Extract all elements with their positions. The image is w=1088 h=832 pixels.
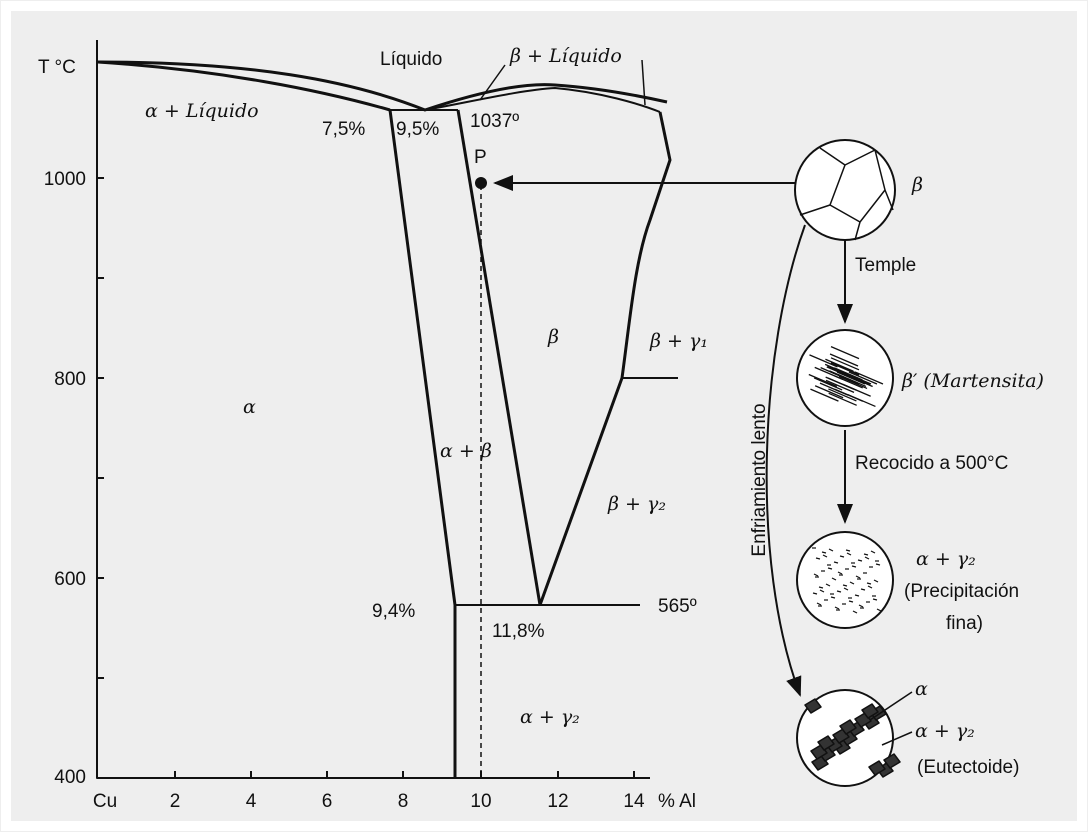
step-label: Enfriamiento lento	[749, 403, 770, 556]
x-tick-label: 2	[170, 791, 181, 812]
annotation: 11,8%	[492, 621, 545, 642]
frame	[6, 6, 1082, 826]
region-label: β	[547, 326, 559, 348]
region-label: β + γ₂	[607, 493, 666, 515]
y-tick-label: 600	[54, 569, 86, 590]
micrograph-label: α + γ₂	[916, 548, 976, 570]
x-tick-label: 10	[470, 791, 491, 812]
x-tick-label: Cu	[93, 791, 117, 812]
point-p	[475, 177, 487, 189]
annotation: 7,5%	[322, 119, 365, 140]
arrow	[767, 225, 805, 695]
y-tick-label: 1000	[44, 169, 86, 190]
micrograph-label: β	[911, 174, 923, 196]
x-tick-label: 6	[322, 791, 333, 812]
y-tick-label: 800	[54, 369, 86, 390]
beta-right-boundary	[540, 112, 670, 605]
annotation: 1037º	[470, 111, 519, 132]
annotation: 565º	[658, 596, 697, 617]
beta-left-boundary	[458, 110, 540, 605]
step-label: Recocido a 500°C	[855, 453, 1008, 474]
region-label: β + γ₁	[649, 330, 708, 352]
x-tick-label: 4	[246, 791, 257, 812]
micrograph-label: α + γ₂	[915, 720, 975, 742]
x-axis-unit: % Al	[658, 791, 696, 812]
region-label: α + γ₂	[520, 706, 580, 728]
annotation: P	[474, 147, 487, 168]
micrograph	[795, 140, 895, 240]
annotation: 9,5%	[396, 119, 439, 140]
step-label: Temple	[855, 255, 916, 276]
micrograph-label: (Eutectoide)	[917, 757, 1019, 778]
region-label: α	[243, 396, 256, 418]
micrograph	[797, 532, 893, 628]
y-tick-label: 400	[54, 767, 86, 788]
micrograph-label: β′ (Martensita)	[901, 370, 1044, 392]
x-tick-label: 14	[623, 791, 645, 812]
micrograph-label: fina)	[946, 613, 983, 634]
region-label: α + β	[440, 440, 492, 462]
x-tick-label: 12	[547, 791, 568, 812]
phase-diagram: T °C 1000 800 600 400 Cu 2 4 6 8 10 12 1…	[0, 0, 1088, 832]
region-label: α + Líquido	[145, 100, 259, 122]
annotation: 9,4%	[372, 601, 415, 622]
diagram-lines	[6, 6, 1082, 826]
region-label: Líquido	[380, 49, 442, 70]
axis	[97, 40, 650, 778]
y-axis-label: T °C	[38, 57, 76, 78]
micrograph-label: (Precipitación	[904, 581, 1019, 602]
x-tick-label: 8	[398, 791, 409, 812]
region-label: β + Líquido	[509, 45, 622, 67]
micrograph-label: α	[915, 678, 928, 700]
